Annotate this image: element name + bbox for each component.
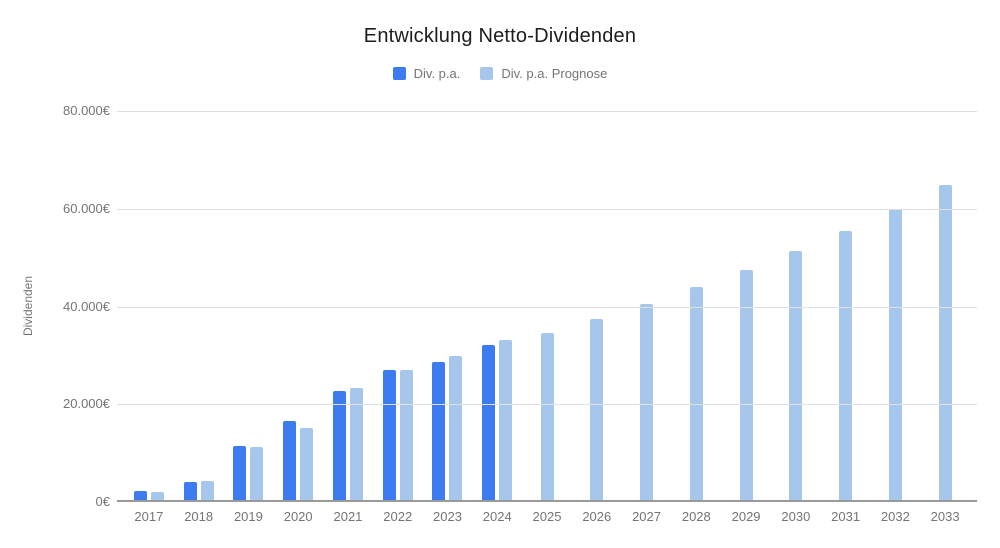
bars-layer <box>117 111 977 500</box>
bar[interactable] <box>349 387 363 500</box>
chart-title: Entwicklung Netto-Dividenden <box>363 25 637 47</box>
bar-group <box>472 111 522 500</box>
x-axis-label: 2031 <box>831 509 861 524</box>
gridline <box>117 404 977 406</box>
bar[interactable] <box>250 447 264 500</box>
bar[interactable] <box>482 345 496 500</box>
bar-group <box>423 111 473 500</box>
x-axis-label: 2022 <box>383 509 413 524</box>
bar-group <box>273 111 323 500</box>
bar[interactable] <box>689 287 703 500</box>
bar[interactable] <box>449 356 463 500</box>
x-axis-label: 2023 <box>433 509 462 524</box>
legend-swatch-icon <box>480 67 494 80</box>
x-axis-label: 2019 <box>233 509 263 524</box>
bar-group <box>821 111 871 500</box>
bar[interactable] <box>183 482 197 500</box>
x-axis-label: 2018 <box>184 509 214 524</box>
bar[interactable] <box>233 446 247 500</box>
x-axis-label: 2025 <box>532 509 562 524</box>
x-axis-label: 2021 <box>333 509 363 524</box>
gridline <box>117 111 977 112</box>
bar-group <box>671 111 721 500</box>
legend-item[interactable]: Div. p.a. Prognose <box>480 66 607 81</box>
bar-group <box>522 111 572 500</box>
x-axis-label: 2029 <box>731 509 761 524</box>
bar[interactable] <box>789 251 803 500</box>
y-axis-label: 0€ <box>95 494 110 509</box>
bar-group <box>721 111 771 500</box>
bar[interactable] <box>640 303 654 500</box>
bar-group <box>323 111 373 500</box>
gridline <box>117 208 977 210</box>
bar[interactable] <box>590 318 604 500</box>
bar[interactable] <box>300 427 314 500</box>
bar[interactable] <box>399 370 413 500</box>
bar-group <box>771 111 821 500</box>
plot-area <box>117 111 977 502</box>
bar-group <box>124 111 174 500</box>
x-axis-label: 2026 <box>582 509 612 524</box>
x-axis-label: 2030 <box>781 509 811 524</box>
y-axis-label: 40.000€ <box>63 298 110 314</box>
bar[interactable] <box>938 184 952 500</box>
x-axis-labels: 2017 2018 2019 2020 2021 2022 2023 2024 2025 2026… <box>117 509 977 524</box>
x-axis-label: 2032 <box>880 509 910 524</box>
x-axis-label: 2027 <box>632 509 661 524</box>
bar[interactable] <box>888 209 902 500</box>
bar[interactable] <box>432 361 446 500</box>
bar-group <box>174 111 224 500</box>
bar-group <box>622 111 672 500</box>
x-axis-label: 2024 <box>482 509 512 524</box>
bar-group <box>373 111 423 500</box>
bar[interactable] <box>283 420 297 500</box>
x-axis-label: 2028 <box>681 509 711 524</box>
bar[interactable] <box>739 270 753 500</box>
bar[interactable] <box>499 340 513 500</box>
bar[interactable] <box>382 370 396 500</box>
bar-group <box>920 111 970 500</box>
legend-swatch-icon <box>392 67 406 80</box>
legend-label: Div. p.a. Prognose <box>501 66 608 81</box>
bar[interactable] <box>200 480 214 500</box>
bar[interactable] <box>839 231 853 500</box>
y-axis-label: 20.000€ <box>63 396 110 412</box>
bar[interactable] <box>540 332 554 500</box>
gridline <box>117 306 977 308</box>
x-axis-label: 2017 <box>134 509 164 524</box>
bar-group <box>572 111 622 500</box>
legend-item[interactable]: Div. p.a. <box>392 66 461 81</box>
y-axis-label: 60.000€ <box>63 200 110 216</box>
bar-group <box>224 111 274 500</box>
chart-legend: Div. p.a. Div. p.a. Prognose <box>0 66 1000 81</box>
bar[interactable] <box>332 391 346 500</box>
x-axis-label: 2020 <box>283 509 313 524</box>
x-axis-label: 2033 <box>930 509 960 524</box>
legend-label: Div. p.a. <box>413 66 461 81</box>
bar[interactable] <box>133 491 147 500</box>
y-axis-label: 80.000€ <box>63 103 110 118</box>
bar[interactable] <box>150 491 164 500</box>
bar-group <box>870 111 920 500</box>
